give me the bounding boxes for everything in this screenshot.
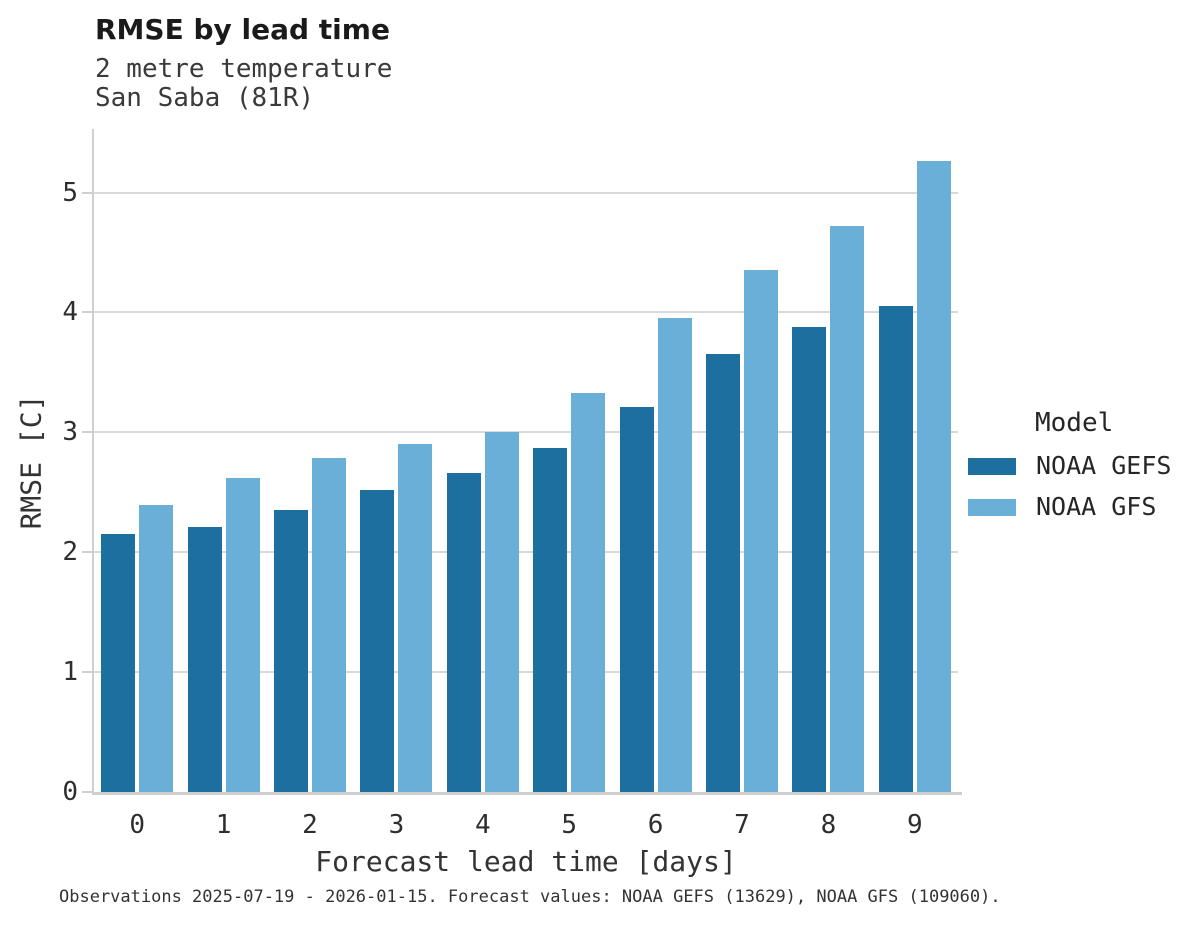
bar-noaa-gefs-lead-0 <box>101 534 136 792</box>
bar-noaa-gfs-lead-1 <box>225 477 260 792</box>
y-tick-2 <box>82 551 94 554</box>
x-tick-label-9: 9 <box>906 810 923 840</box>
legend: Model NOAA GEFS NOAA GFS <box>968 408 1171 533</box>
y-tick-label-5: 5 <box>62 177 78 208</box>
gridline-y-1 <box>94 671 958 674</box>
y-tick-label-1: 1 <box>62 657 78 688</box>
legend-label-noaa-gefs: NOAA GEFS <box>1036 451 1172 480</box>
bar-noaa-gfs-lead-2 <box>312 457 346 792</box>
bar-noaa-gfs-lead-9 <box>916 161 951 792</box>
bar-noaa-gefs-lead-6 <box>619 407 654 792</box>
bar-noaa-gfs-lead-8 <box>830 226 865 792</box>
bar-noaa-gefs-lead-7 <box>706 354 740 792</box>
y-axis-title: RMSE [C] <box>14 394 48 530</box>
y-tick-3 <box>82 431 94 434</box>
legend-title: Model <box>1035 408 1114 438</box>
y-tick-1 <box>82 671 94 674</box>
x-tick-label-5: 5 <box>561 810 578 840</box>
y-tick-4 <box>82 311 94 314</box>
bar-noaa-gfs-lead-4 <box>484 432 519 792</box>
y-tick-label-0: 0 <box>62 777 78 807</box>
bar-noaa-gfs-lead-6 <box>657 318 692 792</box>
x-tick-label-4: 4 <box>474 810 491 840</box>
bar-noaa-gefs-lead-1 <box>187 527 222 792</box>
x-tick-label-3: 3 <box>388 810 405 840</box>
chart-subtitle-location: San Saba (81R) <box>95 83 315 113</box>
gridline-y-2 <box>94 551 958 554</box>
bar-noaa-gfs-lead-5 <box>571 392 606 792</box>
x-tick-label-1: 1 <box>215 810 232 840</box>
gridline-y-4 <box>94 311 958 314</box>
legend-swatch-noaa-gfs-icon <box>968 498 1016 516</box>
y-tick-label-3: 3 <box>62 417 78 448</box>
legend-label-noaa-gfs: NOAA GFS <box>1036 492 1157 521</box>
bar-noaa-gefs-lead-3 <box>360 489 395 792</box>
y-tick-5 <box>82 191 94 194</box>
bar-noaa-gfs-lead-0 <box>139 505 174 792</box>
bar-noaa-gefs-lead-9 <box>878 306 913 792</box>
x-tick-label-6: 6 <box>647 810 664 840</box>
y-axis-line <box>92 129 94 795</box>
footer-note: Observations 2025-07-19 - 2026-01-15. Fo… <box>59 887 1001 907</box>
chart-subtitle-variable: 2 metre temperature <box>95 54 393 84</box>
legend-item-noaa-gfs: NOAA GFS <box>968 492 1171 522</box>
x-tick-label-2: 2 <box>302 810 318 840</box>
y-tick-label-4: 4 <box>62 297 78 328</box>
x-tick-label-0: 0 <box>129 810 146 840</box>
chart-header: RMSE by lead time 2 metre temperature Sa… <box>95 14 392 113</box>
y-tick-0 <box>82 791 94 793</box>
x-tick-label-7: 7 <box>734 810 750 840</box>
legend-item-noaa-gefs: NOAA GEFS <box>968 451 1171 481</box>
chart-title: RMSE by lead time <box>95 13 390 46</box>
bar-noaa-gefs-lead-4 <box>446 473 481 792</box>
gridline-y-5 <box>94 191 958 194</box>
bar-noaa-gfs-lead-7 <box>744 270 778 792</box>
gridline-y-3 <box>94 431 958 434</box>
bar-noaa-gefs-lead-2 <box>274 510 308 792</box>
legend-swatch-noaa-gefs-icon <box>968 457 1016 475</box>
x-axis-line <box>92 792 962 795</box>
x-tick-label-8: 8 <box>820 810 837 840</box>
x-axis-title: Forecast lead time [days] <box>315 845 737 878</box>
bar-noaa-gefs-lead-8 <box>792 326 827 792</box>
bar-noaa-gefs-lead-5 <box>533 447 568 792</box>
bar-noaa-gfs-lead-3 <box>398 444 433 792</box>
y-tick-label-2: 2 <box>62 537 78 568</box>
